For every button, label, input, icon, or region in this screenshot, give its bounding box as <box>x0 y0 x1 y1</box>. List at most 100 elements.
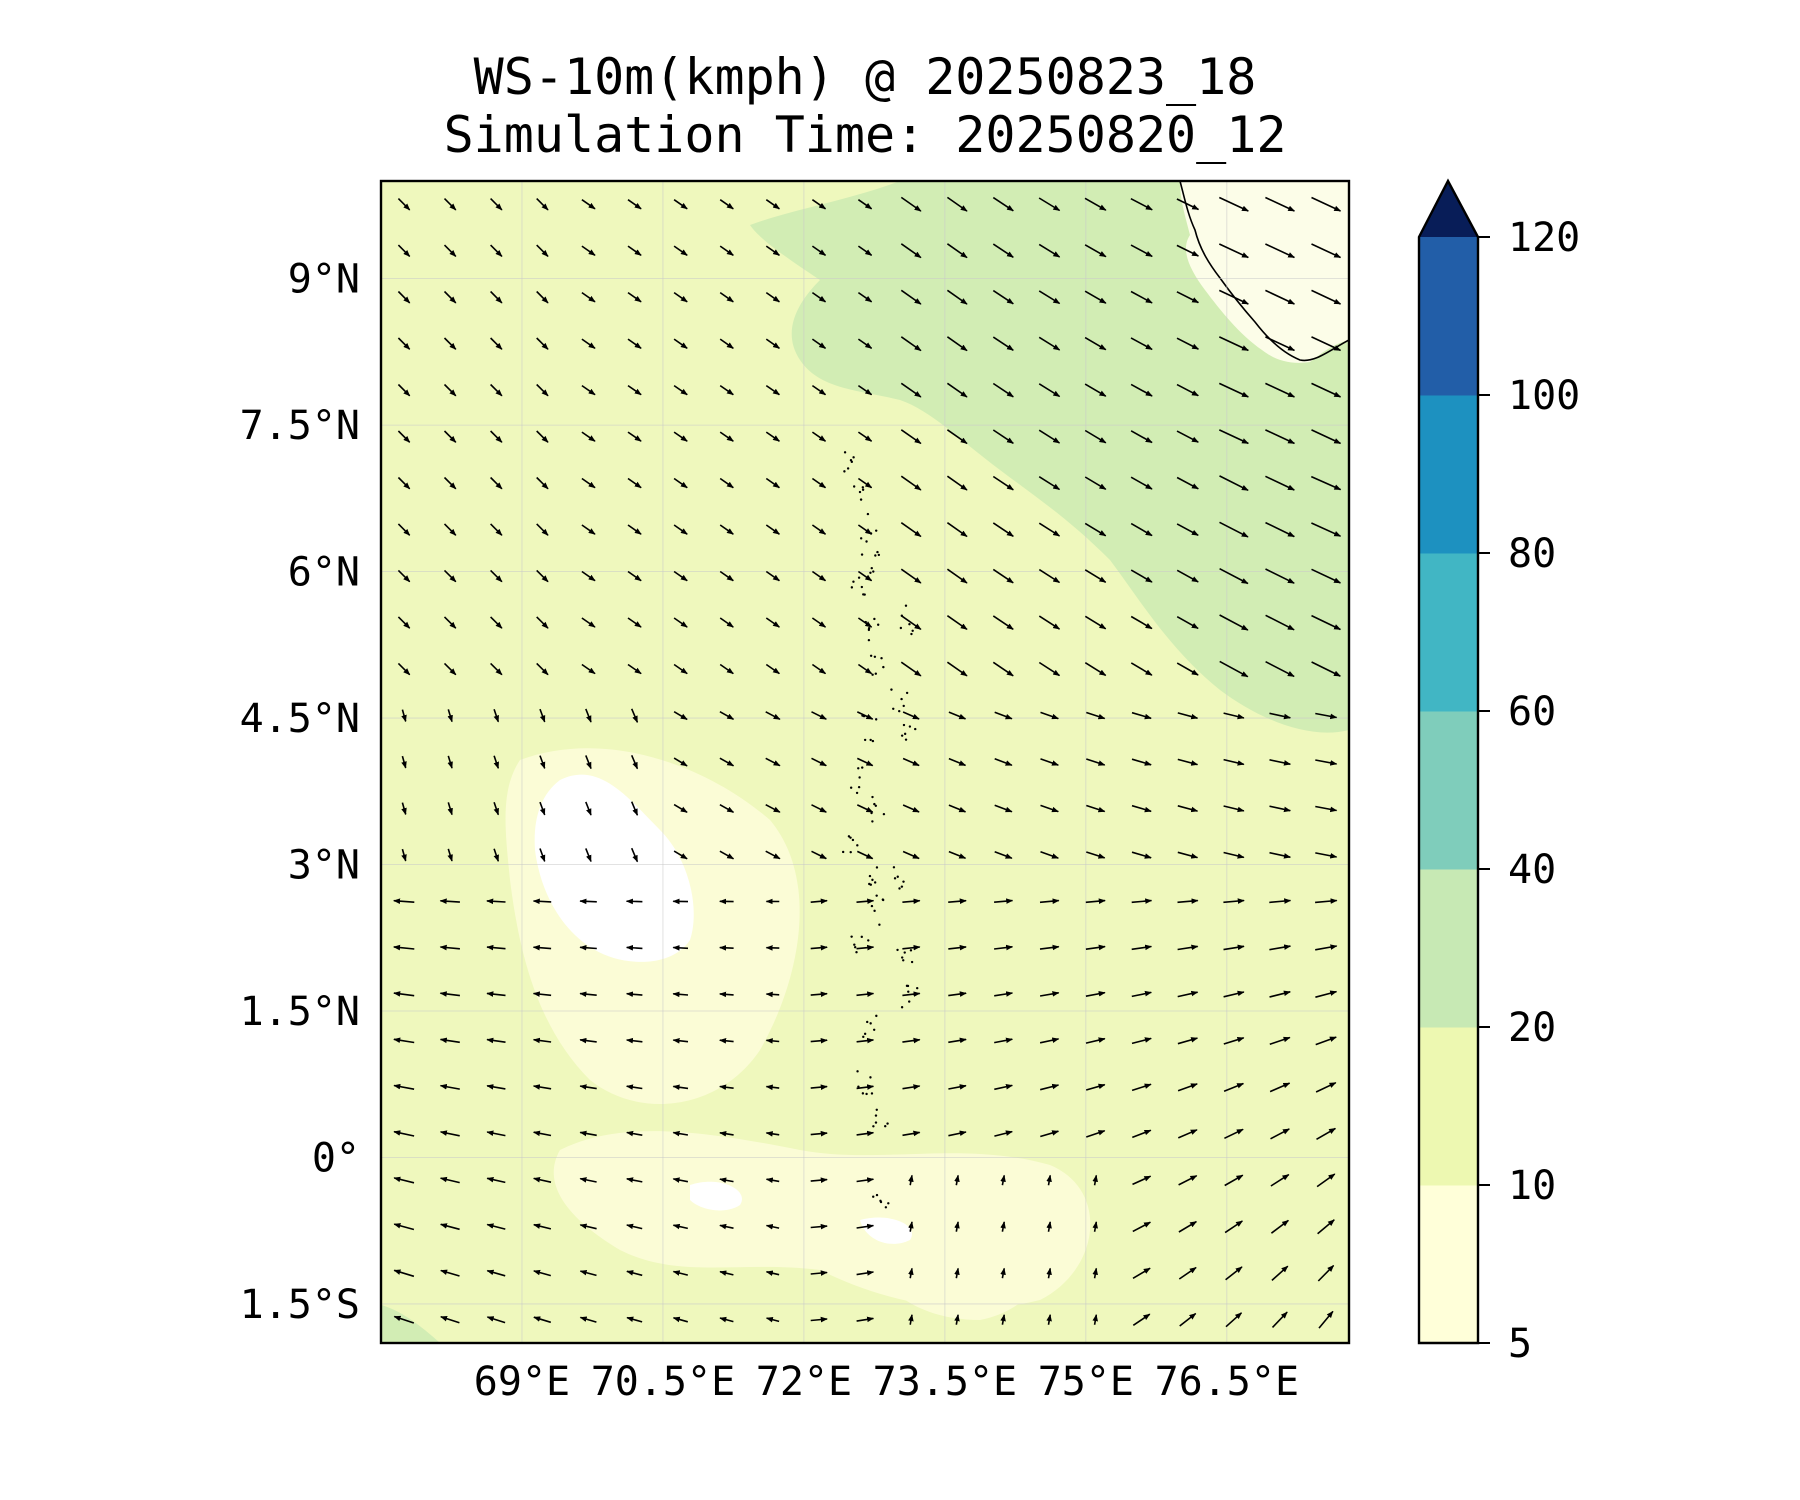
island-dot <box>908 623 911 626</box>
wind-arrow <box>1132 1221 1152 1233</box>
wind-arrow <box>1315 944 1338 951</box>
strong-wind-zone <box>750 181 1349 733</box>
wind-arrow <box>581 199 596 210</box>
wind-arrow <box>393 1083 415 1090</box>
wind-arrow <box>1311 336 1342 352</box>
wind-arrow <box>811 757 827 767</box>
island-dot <box>866 512 870 516</box>
wind-arrow <box>1218 429 1249 445</box>
colorbar-band <box>1419 711 1478 870</box>
wind-arrow <box>811 524 827 535</box>
wind-arrow <box>397 290 411 304</box>
wind-arrow <box>994 757 1013 767</box>
wind-arrow <box>948 1037 967 1044</box>
island-dot <box>861 766 864 769</box>
island-dot <box>884 1125 887 1128</box>
wind-arrow <box>673 199 688 210</box>
wind-arrow <box>443 337 457 350</box>
wind-arrow <box>1311 196 1342 212</box>
wind-arrow <box>401 802 407 816</box>
island-dot <box>882 665 885 669</box>
wind-arrow <box>673 850 688 860</box>
wind-arrow <box>673 384 688 396</box>
wind-arrow <box>719 711 735 720</box>
wind-arrow <box>719 757 735 767</box>
island-dot <box>862 1035 865 1039</box>
island-dot <box>852 580 855 583</box>
wind-arrow <box>1084 197 1107 211</box>
wind-arrow <box>946 382 968 398</box>
wind-arrow <box>1092 1267 1098 1279</box>
wind-arrow <box>1092 1314 1098 1325</box>
wind-arrow <box>857 617 873 628</box>
longitude-label: 75°E <box>1038 1359 1134 1405</box>
wind-arrow <box>1316 1127 1337 1140</box>
island-dot <box>855 951 858 954</box>
wind-arrow <box>1223 1037 1245 1045</box>
wind-arrow <box>1269 990 1291 998</box>
wind-arrow <box>765 477 780 489</box>
wind-arrow <box>856 898 875 905</box>
island-dot <box>871 878 874 882</box>
island-dot <box>872 1028 876 1031</box>
wind-arrow <box>672 1037 689 1044</box>
strong-wind-zone <box>381 1305 440 1343</box>
wind-arrow <box>493 755 500 769</box>
wind-arrow <box>902 1084 921 1090</box>
wind-arrow <box>533 1269 552 1277</box>
island-dot <box>857 576 861 579</box>
wind-arrow <box>579 1084 597 1090</box>
wind-arrow <box>719 991 734 998</box>
wind-arrow <box>1223 944 1245 951</box>
wind-arrow <box>1038 522 1061 537</box>
wind-arrow <box>627 291 642 303</box>
island-dot <box>904 738 908 741</box>
wind-arrow <box>626 1316 643 1323</box>
wind-arrow <box>397 616 411 629</box>
wind-arrow <box>579 1037 597 1044</box>
island-dot <box>875 894 878 897</box>
island-dot <box>870 1092 874 1095</box>
wind-arrow <box>946 243 968 259</box>
wind-arrow <box>954 1221 960 1232</box>
wind-arrow <box>1040 851 1059 859</box>
wind-arrow <box>1046 1174 1052 1186</box>
wind-arrow <box>719 804 735 813</box>
wind-arrow <box>581 291 596 303</box>
wind-arrow <box>902 711 920 720</box>
wind-arrow <box>954 1314 960 1325</box>
latitude-label: 1.5°N <box>240 989 360 1035</box>
wind-arrow <box>810 1037 828 1044</box>
wind-arrow <box>1219 660 1249 678</box>
wind-arrow <box>811 431 827 442</box>
island-dot <box>875 1108 878 1111</box>
wind-arrow <box>579 991 597 997</box>
island-dot <box>879 1199 882 1203</box>
wind-arrow <box>1271 1311 1288 1328</box>
wind-arrow <box>948 944 967 951</box>
wind-arrow <box>811 570 827 582</box>
island-dot <box>872 1125 875 1128</box>
latitude-label: 9°N <box>288 257 360 303</box>
wind-arrow <box>672 1316 689 1323</box>
wind-arrow <box>490 430 503 443</box>
island-dot <box>860 553 864 556</box>
wind-arrow <box>1315 1036 1337 1046</box>
wind-arrow <box>581 570 596 582</box>
island-dot <box>869 883 873 886</box>
wind-arrow <box>397 337 411 350</box>
colorbar-label: 100 <box>1508 373 1580 419</box>
wind-arrow <box>1040 1130 1060 1138</box>
wind-arrow <box>673 570 688 582</box>
island-dot <box>903 951 906 954</box>
wind-arrow <box>1038 336 1061 351</box>
wind-arrow <box>1130 522 1153 537</box>
wind-arrow <box>493 709 500 723</box>
island-dot <box>849 850 852 854</box>
island-dot <box>904 604 908 607</box>
wind-arrow <box>1046 1267 1052 1279</box>
island-dot <box>896 948 899 952</box>
wind-arrow <box>1219 521 1249 538</box>
wind-arrow <box>765 199 780 210</box>
wind-arrow <box>1040 758 1059 766</box>
